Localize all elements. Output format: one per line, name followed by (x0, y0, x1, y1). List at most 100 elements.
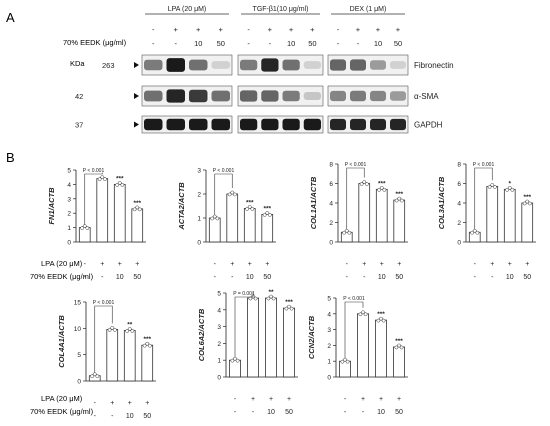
bar (123, 330, 136, 382)
significance-stars: *** (523, 194, 531, 201)
lpa-sign: - (214, 261, 217, 268)
blot-band (303, 61, 321, 69)
lane-eedk-dose: - (357, 39, 360, 48)
lpa-sign: - (344, 396, 347, 403)
eedk-dose: 50 (395, 409, 403, 416)
y-tick-label: 2 (327, 343, 331, 350)
lane-eedk-dose: 10 (287, 39, 295, 48)
lane-eedk-dose: - (247, 39, 250, 48)
blot-box (141, 54, 233, 76)
data-point (522, 201, 527, 206)
data-point (120, 183, 125, 187)
y-tick-label: 0 (67, 240, 71, 247)
y-tick-label: 1 (197, 216, 201, 223)
bar (141, 344, 154, 382)
data-point (132, 207, 137, 212)
y-axis-label: CCN2/ACTB (307, 315, 316, 359)
data-point (210, 216, 214, 221)
lane-stimulus-sign: + (396, 25, 401, 34)
significance-stars: *** (133, 200, 141, 207)
data-point (90, 374, 95, 379)
eedk-row-label: 70% EEDK (μg/ml) (63, 38, 127, 47)
significance-stars: * (508, 180, 511, 187)
bar (131, 208, 144, 243)
lane-stimulus-sign: + (196, 25, 201, 34)
y-tick-label: 6 (457, 181, 461, 188)
lane-stimulus-sign: + (219, 25, 224, 34)
significance-stars: *** (143, 336, 151, 343)
y-tick-label: 4 (67, 182, 71, 189)
data-point (130, 329, 135, 333)
lpa-sign: + (230, 261, 234, 268)
lane-eedk-dose: - (152, 39, 155, 48)
bar (96, 178, 109, 243)
lpa-sign: + (135, 261, 139, 268)
blot-band (303, 118, 321, 131)
y-tick-label: 4 (329, 201, 333, 208)
mw-marker: 42 (75, 92, 83, 101)
data-point (148, 343, 152, 348)
data-point (265, 211, 270, 215)
blot-band (189, 89, 208, 103)
lane-eedk-dose: 10 (374, 39, 382, 48)
lane-eedk-dose: 50 (308, 39, 316, 48)
lane-stimulus-sign: + (376, 25, 381, 34)
condition-label: DEX (1 μM) (350, 6, 387, 13)
eedk-dose: 10 (267, 409, 275, 416)
blot-band (211, 61, 230, 69)
eedk-dose: 10 (116, 274, 124, 281)
y-axis-label: COL4A1/ACTB (57, 315, 66, 368)
blot-band (370, 90, 386, 102)
eedk-dose: - (214, 274, 217, 281)
data-point (379, 186, 384, 190)
eedk-dose: 10 (506, 274, 514, 281)
bar (78, 227, 91, 243)
data-point (269, 294, 273, 299)
lpa-sign: + (100, 261, 104, 268)
eedk-dose: - (252, 409, 255, 416)
data-point (289, 306, 294, 311)
pvalue-text: P < 0.001 (343, 296, 365, 302)
blot-band (166, 118, 185, 131)
lane-stimulus-sign: + (174, 25, 179, 34)
lpa-sign: + (110, 400, 114, 407)
pvalue-text: P < 0.001 (83, 168, 105, 174)
y-tick-label: 1 (327, 359, 331, 366)
data-point (127, 327, 132, 331)
y-tick-label: 0 (77, 379, 81, 386)
lpa-sign: + (287, 396, 291, 403)
eedk-dose: 10 (246, 274, 254, 281)
pvalue-text: P = 0.001 (233, 291, 255, 297)
lpa-sign: + (490, 261, 494, 268)
mw-arrow (134, 93, 139, 99)
blot-band (189, 59, 208, 71)
significance-stars: *** (246, 199, 254, 206)
lpa-sign: - (346, 261, 349, 268)
significance-stars: ** (127, 321, 133, 328)
data-point (487, 185, 492, 189)
data-point (113, 328, 117, 332)
y-tick-label: 15 (74, 300, 82, 307)
pvalue-bracket (214, 173, 233, 215)
lpa-sign: + (508, 261, 512, 268)
data-point (271, 296, 276, 301)
pvalue-bracket (234, 292, 254, 358)
blot-band (261, 118, 279, 131)
y-tick-label: 0 (457, 240, 461, 247)
blot-band (166, 89, 185, 103)
y-tick-label: 6 (329, 181, 333, 188)
data-point (138, 207, 142, 212)
condition-label: LPA (20 μM) (168, 6, 207, 13)
y-tick-label: 4 (457, 201, 461, 208)
eedk-dose: 50 (263, 274, 271, 281)
eedk-dose: - (346, 274, 349, 281)
data-point (490, 183, 495, 187)
lpa-sign: + (251, 396, 255, 403)
eedk-dose: 50 (285, 409, 293, 416)
protein-label: α-SMA (414, 92, 439, 101)
bar (521, 202, 534, 243)
data-point (340, 359, 345, 364)
data-point (103, 177, 107, 181)
data-point (400, 198, 404, 203)
